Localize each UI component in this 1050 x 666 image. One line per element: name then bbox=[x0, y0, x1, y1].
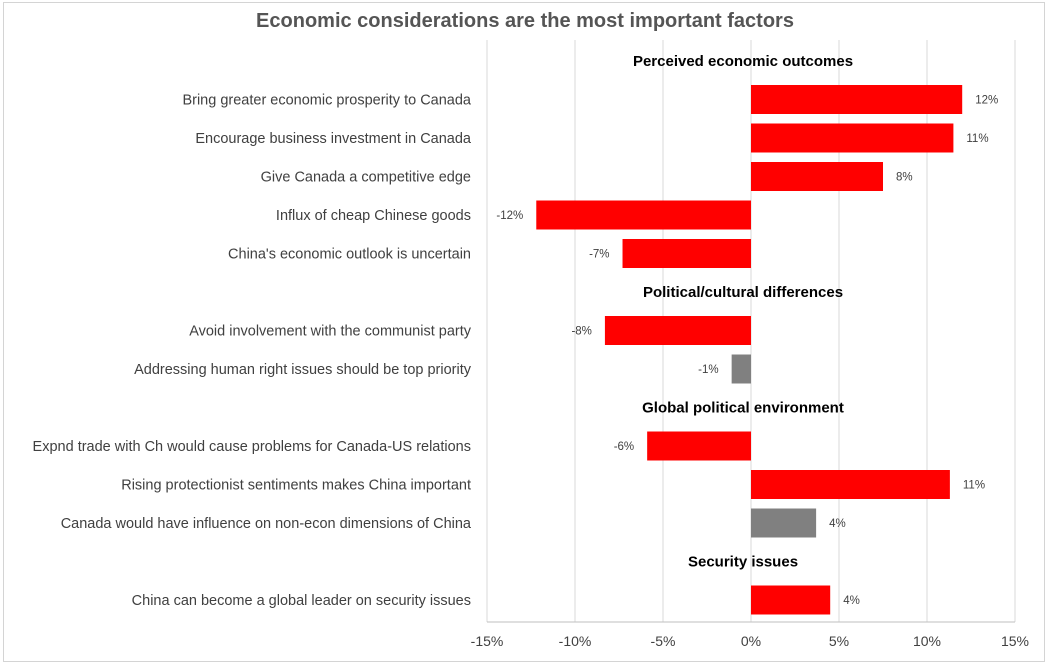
category-label: Give Canada a competitive edge bbox=[261, 170, 471, 186]
bar bbox=[751, 123, 954, 153]
data-label: -12% bbox=[496, 210, 523, 222]
bar bbox=[622, 239, 751, 268]
category-label: China's economic outlook is uncertain bbox=[228, 247, 471, 263]
category-label: Addressing human right issues should be … bbox=[134, 362, 472, 378]
section-heading: Global political environment bbox=[642, 400, 844, 417]
bar bbox=[604, 316, 751, 345]
x-tick-label: 10% bbox=[913, 633, 941, 649]
category-label: Influx of cheap Chinese goods bbox=[276, 208, 471, 224]
x-tick-label: -15% bbox=[471, 633, 504, 649]
data-label: -1% bbox=[698, 364, 718, 376]
bar bbox=[751, 162, 883, 191]
category-label: China can become a global leader on secu… bbox=[132, 593, 471, 609]
x-tick-label: -5% bbox=[651, 633, 676, 649]
bar bbox=[751, 508, 817, 538]
x-tick-label: 5% bbox=[829, 633, 849, 649]
category-label: Rising protectionist sentiments makes Ch… bbox=[121, 478, 471, 494]
category-label: Bring greater economic prosperity to Can… bbox=[182, 93, 471, 109]
category-label: Expnd trade with Ch would cause problems… bbox=[33, 439, 471, 455]
section-heading: Perceived economic outcomes bbox=[633, 53, 853, 70]
data-label: -7% bbox=[589, 249, 609, 261]
category-label: Avoid involvement with the communist par… bbox=[189, 324, 472, 340]
data-label: 4% bbox=[829, 518, 846, 530]
bar bbox=[751, 585, 831, 615]
bar bbox=[751, 470, 950, 499]
section-heading: Security issues bbox=[688, 554, 798, 571]
data-label: 11% bbox=[963, 480, 985, 492]
section-heading: Political/cultural differences bbox=[643, 284, 843, 301]
category-label: Canada would have influence on non-econ … bbox=[61, 516, 472, 532]
x-tick-label: 0% bbox=[741, 633, 761, 649]
data-label: 11% bbox=[966, 133, 988, 145]
chart-title: Economic considerations are the most imp… bbox=[256, 10, 794, 32]
data-label: 12% bbox=[975, 95, 998, 107]
data-label: -6% bbox=[614, 441, 634, 453]
x-tick-label: -10% bbox=[559, 633, 592, 649]
data-label: 8% bbox=[896, 172, 913, 184]
data-label: -8% bbox=[571, 326, 591, 338]
bar bbox=[751, 85, 963, 114]
bar bbox=[536, 200, 751, 230]
x-tick-label: 15% bbox=[1001, 633, 1029, 649]
bar bbox=[647, 431, 751, 461]
bar bbox=[731, 354, 751, 384]
data-label: 4% bbox=[843, 595, 860, 607]
category-label: Encourage business investment in Canada bbox=[195, 131, 472, 147]
